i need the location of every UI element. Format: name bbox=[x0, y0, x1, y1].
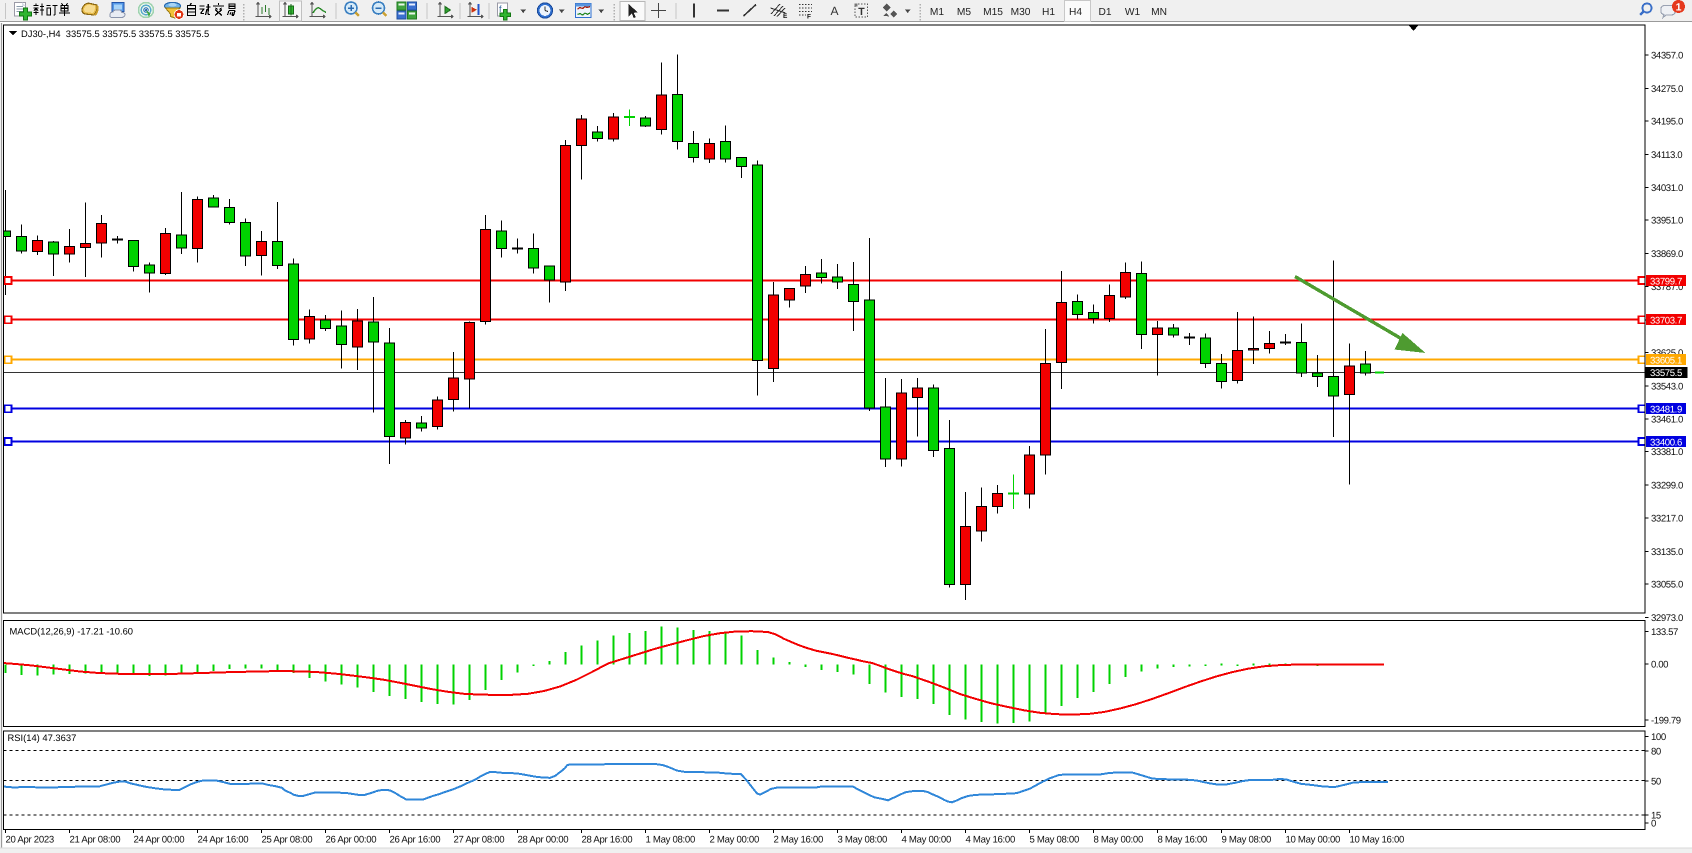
svg-text:33575.5: 33575.5 bbox=[1650, 368, 1682, 379]
svg-text:27 Apr 08:00: 27 Apr 08:00 bbox=[454, 835, 505, 846]
svg-text:32973.0: 32973.0 bbox=[1651, 613, 1683, 624]
svg-text:34195.0: 34195.0 bbox=[1651, 117, 1683, 128]
svg-text:33605.1: 33605.1 bbox=[1650, 356, 1682, 367]
svg-text:f: f bbox=[499, 4, 502, 14]
svg-text:F: F bbox=[807, 14, 811, 21]
svg-text:M5: M5 bbox=[957, 7, 971, 18]
svg-text:33055.0: 33055.0 bbox=[1651, 580, 1683, 591]
svg-text:33217.0: 33217.0 bbox=[1651, 514, 1683, 525]
svg-text:W1: W1 bbox=[1125, 7, 1141, 18]
svg-text:33461.0: 33461.0 bbox=[1651, 415, 1683, 426]
svg-text:4 May 16:00: 4 May 16:00 bbox=[966, 835, 1016, 846]
svg-text:33625.0: 33625.0 bbox=[1651, 348, 1683, 359]
svg-text:1: 1 bbox=[1676, 2, 1682, 14]
svg-text:100: 100 bbox=[1651, 732, 1666, 743]
svg-text:80: 80 bbox=[1651, 746, 1661, 757]
svg-text:2 May 16:00: 2 May 16:00 bbox=[774, 835, 824, 846]
svg-text:33951.0: 33951.0 bbox=[1651, 216, 1683, 227]
svg-text:33543.0: 33543.0 bbox=[1651, 381, 1683, 392]
svg-text:26 Apr 00:00: 26 Apr 00:00 bbox=[326, 835, 377, 846]
svg-text:E: E bbox=[783, 13, 788, 20]
svg-text:25 Apr 08:00: 25 Apr 08:00 bbox=[262, 835, 313, 846]
svg-text:28 Apr 16:00: 28 Apr 16:00 bbox=[582, 835, 633, 846]
svg-text:1 May 08:00: 1 May 08:00 bbox=[646, 835, 696, 846]
svg-text:H1: H1 bbox=[1042, 7, 1055, 18]
svg-text:33703.7: 33703.7 bbox=[1650, 316, 1682, 327]
svg-text:DJ30-,H4 33575.5 33575.5 3357: DJ30-,H4 33575.5 33575.5 33575.5 33575.5 bbox=[21, 28, 209, 39]
svg-text:T: T bbox=[858, 6, 865, 18]
svg-text:24 Apr 16:00: 24 Apr 16:00 bbox=[198, 835, 249, 846]
svg-text:3 May 08:00: 3 May 08:00 bbox=[838, 835, 888, 846]
svg-text:33299.0: 33299.0 bbox=[1651, 480, 1683, 491]
svg-text:34031.0: 34031.0 bbox=[1651, 183, 1683, 194]
svg-text:M15: M15 bbox=[983, 7, 1003, 18]
svg-text:H4: H4 bbox=[1069, 7, 1082, 18]
svg-text:50: 50 bbox=[1651, 776, 1661, 787]
svg-text:33787.0: 33787.0 bbox=[1651, 282, 1683, 293]
svg-text:A: A bbox=[831, 4, 839, 18]
svg-text:28 Apr 00:00: 28 Apr 00:00 bbox=[518, 835, 569, 846]
svg-text:34275.0: 34275.0 bbox=[1651, 84, 1683, 95]
svg-text:M30: M30 bbox=[1011, 7, 1031, 18]
svg-text:8 May 16:00: 8 May 16:00 bbox=[1158, 835, 1208, 846]
svg-text:10 May 00:00: 10 May 00:00 bbox=[1286, 835, 1341, 846]
svg-text:33381.0: 33381.0 bbox=[1651, 447, 1683, 458]
svg-text:0: 0 bbox=[1651, 818, 1656, 829]
svg-text:21 Apr 08:00: 21 Apr 08:00 bbox=[70, 835, 121, 846]
svg-text:9 May 08:00: 9 May 08:00 bbox=[1222, 835, 1272, 846]
svg-text:MN: MN bbox=[1151, 7, 1167, 18]
svg-text:34357.0: 34357.0 bbox=[1651, 51, 1683, 62]
svg-text:15: 15 bbox=[1651, 811, 1661, 822]
svg-text:33869.0: 33869.0 bbox=[1651, 249, 1683, 260]
svg-text:24 Apr 00:00: 24 Apr 00:00 bbox=[134, 835, 185, 846]
svg-text:33799.7: 33799.7 bbox=[1650, 276, 1682, 287]
svg-text:33135.0: 33135.0 bbox=[1651, 547, 1683, 558]
svg-text:34113.0: 34113.0 bbox=[1651, 150, 1682, 161]
svg-text:MACD(12,26,9) -17.21 -10.60: MACD(12,26,9) -17.21 -10.60 bbox=[10, 626, 134, 637]
svg-text:5 May 08:00: 5 May 08:00 bbox=[1030, 835, 1080, 846]
svg-text:D1: D1 bbox=[1098, 7, 1111, 18]
svg-text:133.57: 133.57 bbox=[1651, 627, 1678, 638]
svg-text:10 May 16:00: 10 May 16:00 bbox=[1350, 835, 1405, 846]
svg-text:4 May 00:00: 4 May 00:00 bbox=[902, 835, 952, 846]
svg-text:20 Apr 2023: 20 Apr 2023 bbox=[6, 835, 54, 846]
svg-text:33400.6: 33400.6 bbox=[1650, 437, 1682, 448]
svg-text:RSI(14) 47.3637: RSI(14) 47.3637 bbox=[8, 732, 77, 743]
svg-text:M1: M1 bbox=[930, 7, 944, 18]
svg-text:-199.79: -199.79 bbox=[1651, 715, 1681, 726]
svg-text:8 May 00:00: 8 May 00:00 bbox=[1094, 835, 1144, 846]
svg-text:33481.9: 33481.9 bbox=[1650, 405, 1682, 416]
svg-text:26 Apr 16:00: 26 Apr 16:00 bbox=[390, 835, 441, 846]
svg-text:2 May 00:00: 2 May 00:00 bbox=[710, 835, 760, 846]
svg-text:0.00: 0.00 bbox=[1651, 660, 1668, 671]
